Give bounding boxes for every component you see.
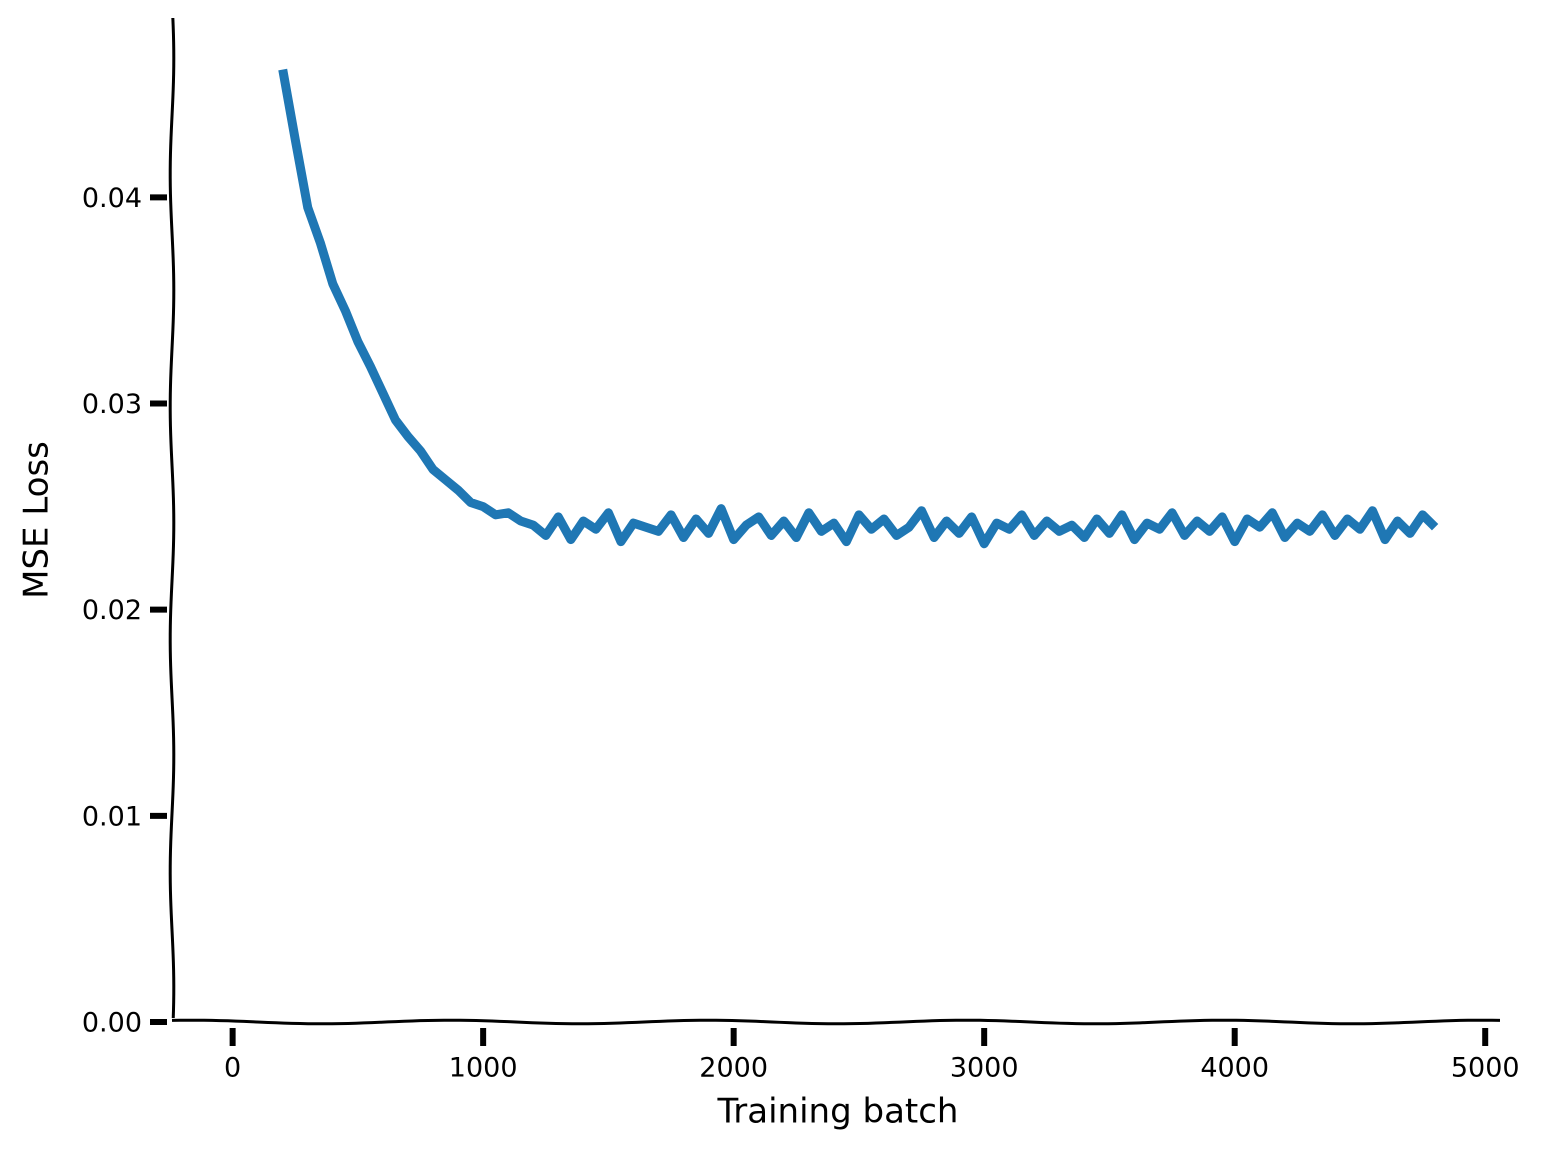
x-tick-label: 4000 bbox=[1200, 1053, 1269, 1084]
y-tick-label: 0.04 bbox=[82, 183, 142, 214]
x-axis-label: Training batch bbox=[717, 1092, 959, 1132]
y-tick-label: 0.03 bbox=[82, 389, 142, 420]
y-tick-label: 0.00 bbox=[82, 1008, 142, 1039]
x-tick-label: 2000 bbox=[699, 1053, 768, 1084]
y-tick-label: 0.01 bbox=[82, 801, 142, 832]
x-axis-line bbox=[171, 1018, 1501, 1026]
y-axis-line bbox=[168, 17, 176, 1019]
x-tick-label: 3000 bbox=[950, 1053, 1019, 1084]
x-tick-label: 5000 bbox=[1451, 1053, 1520, 1084]
x-tick-label: 1000 bbox=[449, 1053, 518, 1084]
x-tick-label: 0 bbox=[224, 1053, 241, 1084]
y-tick-label: 0.02 bbox=[82, 595, 142, 626]
y-axis-label: MSE Loss bbox=[17, 441, 57, 599]
loss-line bbox=[278, 68, 1439, 549]
